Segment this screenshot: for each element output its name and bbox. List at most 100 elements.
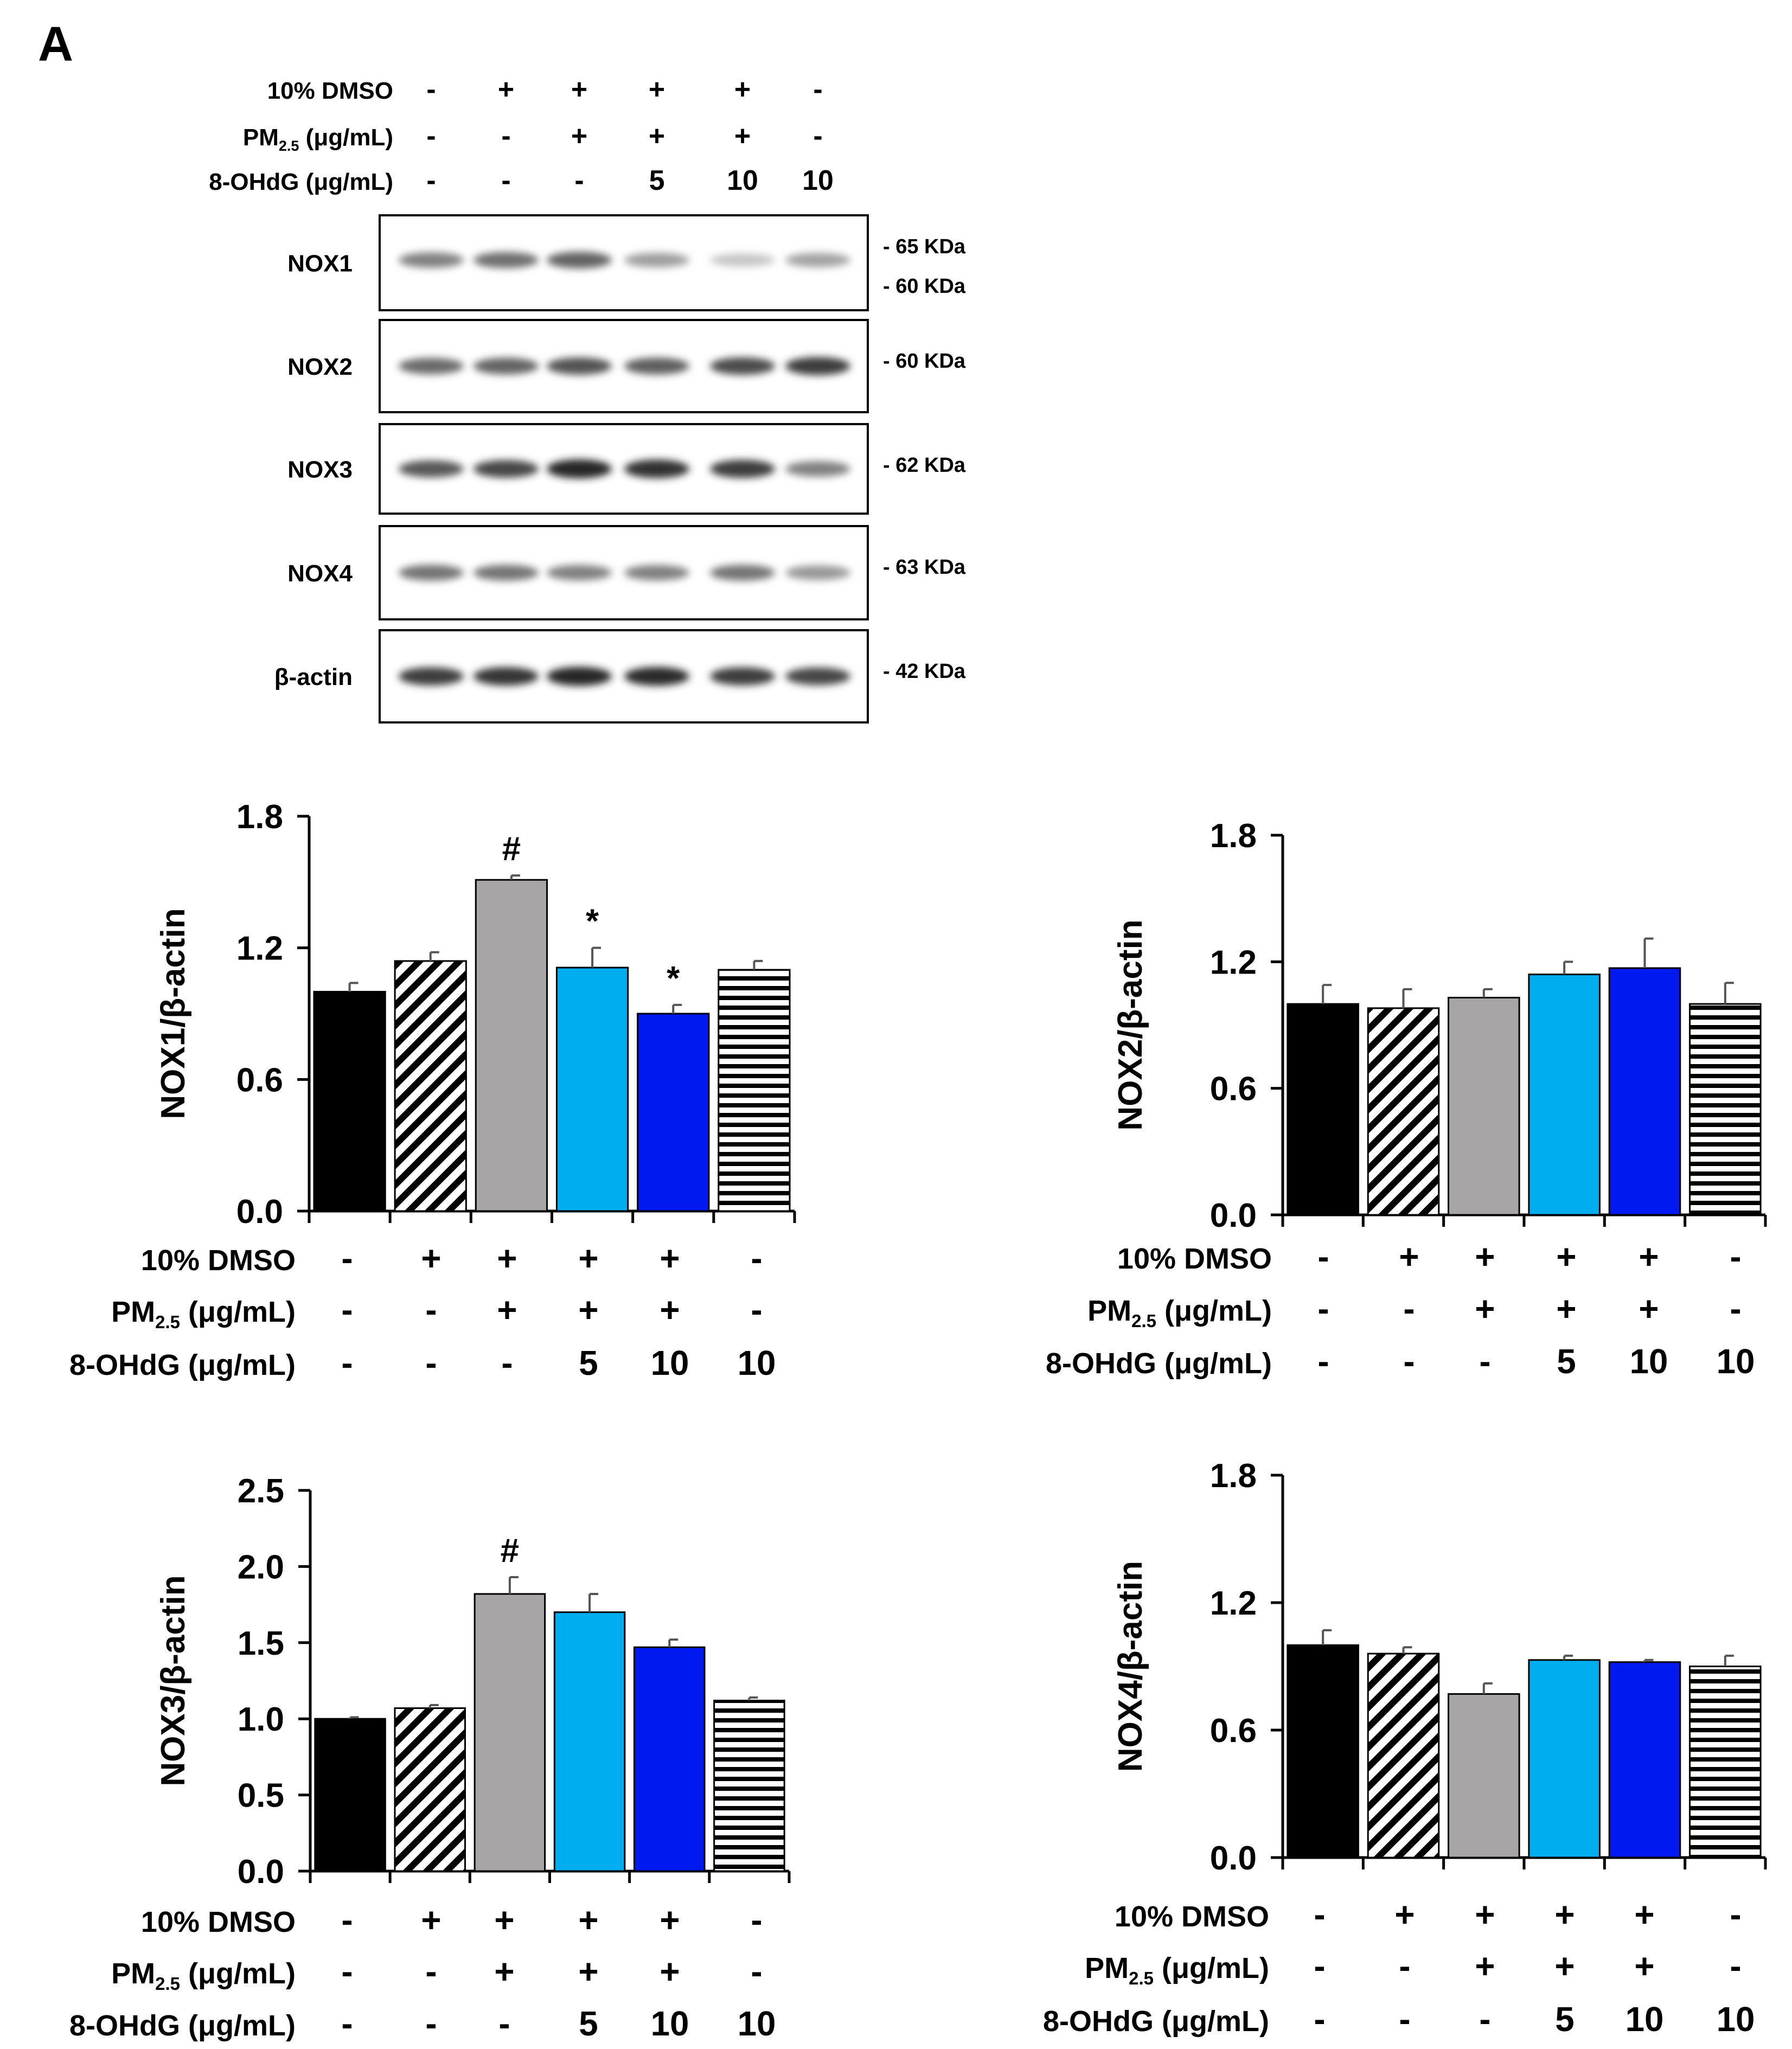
y-tick-label: 1.2 bbox=[1210, 1585, 1257, 1622]
condition-ohdg-2: - bbox=[425, 2004, 437, 2043]
blot-band bbox=[399, 460, 464, 478]
blot-row-3: NOX3 - 62 KDa bbox=[287, 423, 966, 515]
condition-ohdg-3: - bbox=[498, 2004, 510, 2043]
y-tick-label: 0.6 bbox=[1210, 1712, 1257, 1750]
bar-5 bbox=[637, 1013, 710, 1212]
condition-label-dmso: 10% DMSO bbox=[1117, 1243, 1272, 1275]
condition-dmso-1: - bbox=[1314, 1895, 1325, 1934]
condition-dmso-1: - bbox=[341, 1900, 353, 1939]
condition-dmso-5: + bbox=[660, 1239, 680, 1278]
bar-5 bbox=[633, 1646, 706, 1872]
bar-3 bbox=[473, 1593, 546, 1872]
bar-2 bbox=[1367, 1007, 1440, 1216]
condition-pm-3: + bbox=[1475, 1289, 1495, 1328]
bar-4 bbox=[555, 966, 629, 1212]
y-tick-label: 1.2 bbox=[1210, 944, 1257, 981]
blot-band bbox=[399, 565, 464, 581]
blot-band bbox=[473, 565, 539, 581]
condition-ohdg-5: 10 bbox=[727, 165, 758, 196]
bar-1 bbox=[1287, 1003, 1359, 1216]
blot-band bbox=[785, 253, 850, 267]
condition-label-pm: PM2.5 (μg/mL) bbox=[1085, 1952, 1269, 1988]
blot-row-label: NOX1 bbox=[287, 251, 353, 277]
blot-band bbox=[547, 357, 612, 375]
y-axis-label: NOX4/β-actin bbox=[1112, 1561, 1149, 1772]
condition-ohdg-2: - bbox=[1399, 2000, 1410, 2039]
bar-6 bbox=[718, 969, 791, 1212]
condition-pm-5: + bbox=[660, 1290, 680, 1329]
condition-pm-4: + bbox=[1556, 1289, 1576, 1328]
condition-dmso-6: - bbox=[751, 1900, 762, 1939]
blot-band bbox=[624, 253, 689, 267]
condition-pm-1: - bbox=[1317, 1289, 1329, 1328]
condition-dmso-4: + bbox=[578, 1900, 598, 1939]
condition-label-pm: PM2.5 (μg/mL) bbox=[111, 1957, 296, 1994]
condition-ohdg-2: - bbox=[1403, 1342, 1415, 1381]
bar-1 bbox=[1287, 1644, 1359, 1859]
condition-ohdg-6: 10 bbox=[1717, 2000, 1755, 2039]
bar-6 bbox=[1689, 1666, 1762, 1859]
condition-dmso-3: + bbox=[571, 74, 587, 105]
condition-pm-3: + bbox=[497, 1290, 517, 1329]
condition-ohdg-2: - bbox=[425, 1343, 437, 1382]
condition-label-pm: PM2.5 (μg/mL) bbox=[243, 124, 393, 154]
y-tick-label: 0.5 bbox=[238, 1777, 284, 1815]
condition-label-dmso: 10% DMSO bbox=[1115, 1900, 1269, 1933]
size-marker: - 65 KDa bbox=[883, 235, 966, 258]
y-axis-label: NOX2/β-actin bbox=[1112, 919, 1149, 1130]
condition-dmso-4: + bbox=[1556, 1237, 1576, 1276]
blot-row-label: β-actin bbox=[274, 664, 353, 690]
size-marker: - 63 KDa bbox=[883, 556, 966, 579]
blot-row-label: NOX3 bbox=[287, 457, 353, 483]
condition-dmso-3: + bbox=[497, 1239, 517, 1278]
condition-pm-4: + bbox=[1554, 1946, 1575, 1986]
blot-band bbox=[624, 565, 689, 581]
bar-6 bbox=[1689, 1003, 1762, 1216]
size-marker: - 60 KDa bbox=[883, 275, 966, 298]
nox4-bar-chart: 0.0 0.6 1.2 1.8 NOX4/β-actin 10% DMSO - + + + + - PM… bbox=[1043, 1457, 1767, 2039]
condition-dmso-2: + bbox=[1399, 1237, 1419, 1276]
blot-band bbox=[473, 667, 539, 686]
condition-label-dmso: 10% DMSO bbox=[141, 1906, 296, 1938]
blot-row-1: NOX1 - 65 KDa - 60 KDa bbox=[287, 214, 966, 311]
condition-dmso-6: - bbox=[813, 74, 822, 105]
condition-dmso-2: + bbox=[421, 1239, 441, 1278]
condition-dmso-3: + bbox=[1475, 1237, 1495, 1276]
condition-dmso-3: + bbox=[1475, 1895, 1495, 1934]
size-marker: - 60 KDa bbox=[883, 350, 966, 373]
bar-3 bbox=[475, 879, 548, 1212]
condition-pm-4: + bbox=[578, 1952, 598, 1991]
y-tick-label: 2.0 bbox=[238, 1548, 284, 1586]
bar-4 bbox=[1528, 974, 1601, 1216]
y-tick-label: 0.0 bbox=[1210, 1840, 1257, 1877]
condition-ohdg-5: 10 bbox=[651, 2004, 689, 2043]
condition-ohdg-3: - bbox=[1479, 2000, 1490, 2039]
significance-marker: * bbox=[586, 903, 599, 940]
y-axis-label: NOX1/β-actin bbox=[155, 908, 192, 1119]
condition-pm-1: - bbox=[341, 1290, 353, 1329]
y-tick-label: 0.0 bbox=[236, 1193, 283, 1231]
condition-pm-6: - bbox=[1730, 1289, 1741, 1328]
bar-4 bbox=[553, 1611, 626, 1872]
condition-pm-3: + bbox=[571, 120, 587, 152]
condition-pm-5: + bbox=[1634, 1946, 1654, 1986]
condition-pm-4: + bbox=[649, 120, 665, 152]
condition-pm-2: - bbox=[1403, 1289, 1415, 1328]
condition-dmso-5: + bbox=[1639, 1237, 1659, 1276]
condition-ohdg-4: 5 bbox=[579, 2004, 598, 2043]
condition-dmso-5: + bbox=[660, 1900, 680, 1939]
bar-2 bbox=[394, 1707, 466, 1872]
condition-dmso-1: - bbox=[341, 1239, 353, 1278]
bar-3 bbox=[1448, 996, 1520, 1216]
condition-dmso-3: + bbox=[494, 1900, 514, 1939]
condition-pm-4: + bbox=[578, 1290, 598, 1329]
significance-marker: * bbox=[667, 960, 680, 997]
condition-pm-5: + bbox=[734, 120, 751, 152]
condition-ohdg-5: 10 bbox=[651, 1343, 689, 1382]
bar-1 bbox=[314, 1718, 386, 1872]
blot-band bbox=[473, 357, 539, 375]
condition-label-dmso: 10% DMSO bbox=[141, 1244, 296, 1277]
condition-pm-2: - bbox=[501, 120, 510, 152]
condition-ohdg-6: 10 bbox=[802, 165, 834, 196]
condition-pm-2: - bbox=[425, 1952, 437, 1991]
